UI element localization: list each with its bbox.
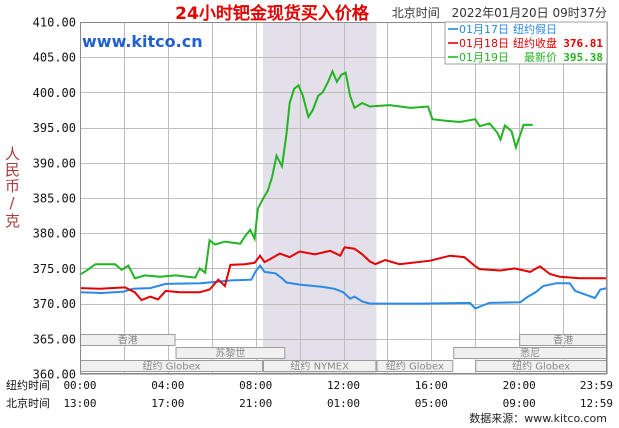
legend-status: 纽约收盘 — [513, 36, 557, 50]
y-tick-label: 365.00 — [33, 332, 76, 346]
x-tick-label: 01:00 — [327, 397, 360, 410]
y-tick-label: 390.00 — [33, 156, 76, 170]
y-axis-label: 人民币/克 — [3, 146, 21, 229]
market-session-label: 纽约 Globex — [512, 360, 570, 373]
market-session-box — [376, 360, 454, 372]
plot-border — [80, 22, 607, 374]
y-tick-label: 385.00 — [33, 192, 76, 206]
x-tick-label: 23:59 — [580, 379, 613, 392]
x-tick-label: 13:00 — [63, 397, 96, 410]
x-tick-label: 00:00 — [63, 379, 96, 392]
y-tick-label: 360.00 — [33, 368, 76, 382]
legend-date: 01月19日 — [459, 51, 509, 64]
legend-date: 01月17日 — [459, 23, 509, 36]
y-tick-label: 400.00 — [33, 86, 76, 100]
market-session: 苏黎世 — [175, 347, 286, 360]
market-session: 纽约 NYMEX — [262, 360, 377, 373]
x-tick-label: 20:00 — [503, 379, 536, 392]
x-tick-label: 09:00 — [503, 397, 536, 410]
legend-value: 395.38 — [563, 51, 603, 64]
x-axis-row-label: 纽约时间 — [6, 378, 50, 392]
x-tick-label: 17:00 — [151, 397, 184, 410]
y-tick-label: 370.00 — [33, 297, 76, 311]
market-session-label: 悉尼 — [520, 348, 540, 360]
legend-status: 纽约假日 — [513, 22, 557, 36]
market-session-box — [262, 360, 377, 372]
data-source-footer: 数据来源：www.kitco.com — [469, 411, 607, 425]
timestamp-label: 北京时间 — [392, 6, 440, 20]
market-session: 悉尼 — [453, 347, 607, 360]
chart-title: 24小时钯金现货买入价格 — [175, 3, 370, 24]
y-tick-label: 375.00 — [33, 262, 76, 276]
market-session: 香港 — [519, 334, 608, 347]
axis-layer: 410.00 405.00 400.00 395.00 390.00 385.00 380.… — [6, 16, 613, 411]
timestamp: 北京时间 2022年01月20日 09时37分 — [392, 6, 607, 20]
market-session: 纽约 Globex — [475, 360, 607, 373]
x-tick-label: 12:59 — [580, 397, 613, 410]
market-session-label: 纽约 Globex — [386, 360, 444, 373]
market-session-label: 香港 — [118, 335, 138, 347]
y-tick-label: 395.00 — [33, 121, 76, 135]
timestamp-value: 2022年01月20日 09时37分 — [452, 6, 607, 20]
legend-box — [444, 21, 608, 65]
series-line-2 — [79, 246, 607, 302]
market-session-label: 纽约 Globex — [142, 360, 200, 373]
y-tick-label: 410.00 — [33, 16, 76, 30]
x-tick-label: 16:00 — [415, 379, 448, 392]
market-session: 香港 — [80, 334, 176, 347]
series-line-1 — [79, 263, 608, 310]
watermark: www.kitco.cn — [82, 32, 203, 51]
x-tick-label: 04:00 — [151, 379, 184, 392]
market-session-box — [175, 347, 286, 359]
y-tick-label: 380.00 — [33, 227, 76, 241]
x-tick-label: 21:00 — [239, 397, 272, 410]
legend-date: 01月18日 — [459, 37, 509, 50]
market-session-label: 苏黎世 — [215, 347, 245, 360]
market-session: 纽约 Globex — [376, 360, 454, 373]
x-tick-label: 08:00 — [239, 379, 272, 392]
legend-status: 最新价 — [524, 50, 557, 64]
legend: 01月17日 纽约假日 01月18日 纽约收盘 376.81 01月19日 最新… — [444, 21, 608, 65]
market-session: 纽约 Globex — [80, 360, 263, 373]
market-session-label: 纽约 NYMEX — [290, 360, 349, 373]
series-line-3 — [79, 68, 533, 280]
x-tick-label: 12:00 — [327, 379, 360, 392]
x-tick-label: 05:00 — [415, 397, 448, 410]
x-axis-row-label: 北京时间 — [6, 396, 50, 410]
market-session-label: 香港 — [553, 335, 573, 347]
y-tick-label: 405.00 — [33, 51, 76, 65]
legend-value: 376.81 — [563, 37, 603, 50]
